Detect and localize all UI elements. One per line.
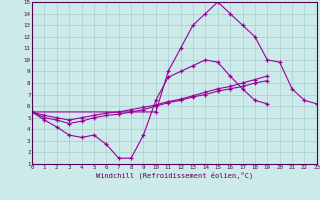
X-axis label: Windchill (Refroidissement éolien,°C): Windchill (Refroidissement éolien,°C) <box>96 172 253 179</box>
